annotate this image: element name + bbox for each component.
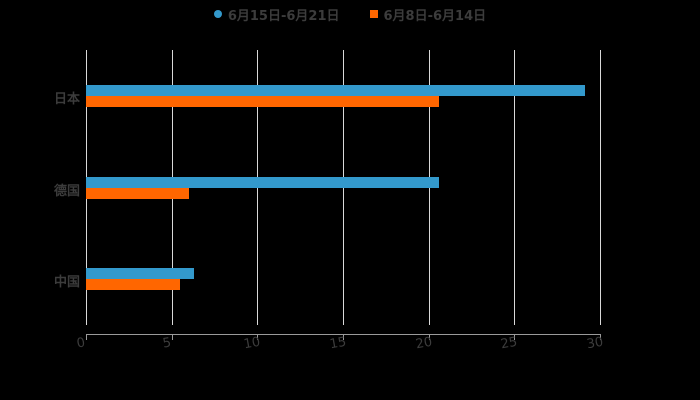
bar[interactable] [86,177,439,188]
x-tick-label: 10 [242,334,262,353]
axis-tick [172,334,173,340]
legend-circle-icon [213,10,222,18]
axis-tick [257,334,258,340]
bar[interactable] [86,188,189,199]
legend-item-series-2[interactable]: 6月8日-6月14日 [369,5,487,24]
category-label: 日本 [53,92,80,107]
legend-item-series-1[interactable]: 6月15日-6月21日 [213,5,340,24]
axis-tick [514,334,515,340]
gridline [514,50,515,325]
gridline [600,50,601,325]
axis-tick [86,334,87,340]
x-tick-label: 30 [585,334,605,353]
x-tick-label: 25 [499,334,519,353]
category-label: 德国 [53,184,80,199]
category-label: 中国 [53,275,80,290]
axis-tick [600,334,601,340]
x-tick-label: 5 [161,335,173,352]
x-tick-label: 20 [414,334,434,353]
bar[interactable] [86,268,194,279]
x-tick-label: 0 [75,335,87,352]
chart-legend: 6月15日-6月21日 6月8日-6月14日 [0,4,700,24]
axis-tick [343,334,344,340]
x-axis-line [86,334,601,335]
legend-square-icon [369,10,378,18]
bar[interactable] [86,279,180,290]
legend-label: 6月15日-6月21日 [227,8,340,24]
axis-tick [429,334,430,340]
x-tick-label: 15 [328,334,348,353]
bar[interactable] [86,96,439,107]
bar[interactable] [86,85,585,96]
legend-label: 6月8日-6月14日 [383,8,487,24]
